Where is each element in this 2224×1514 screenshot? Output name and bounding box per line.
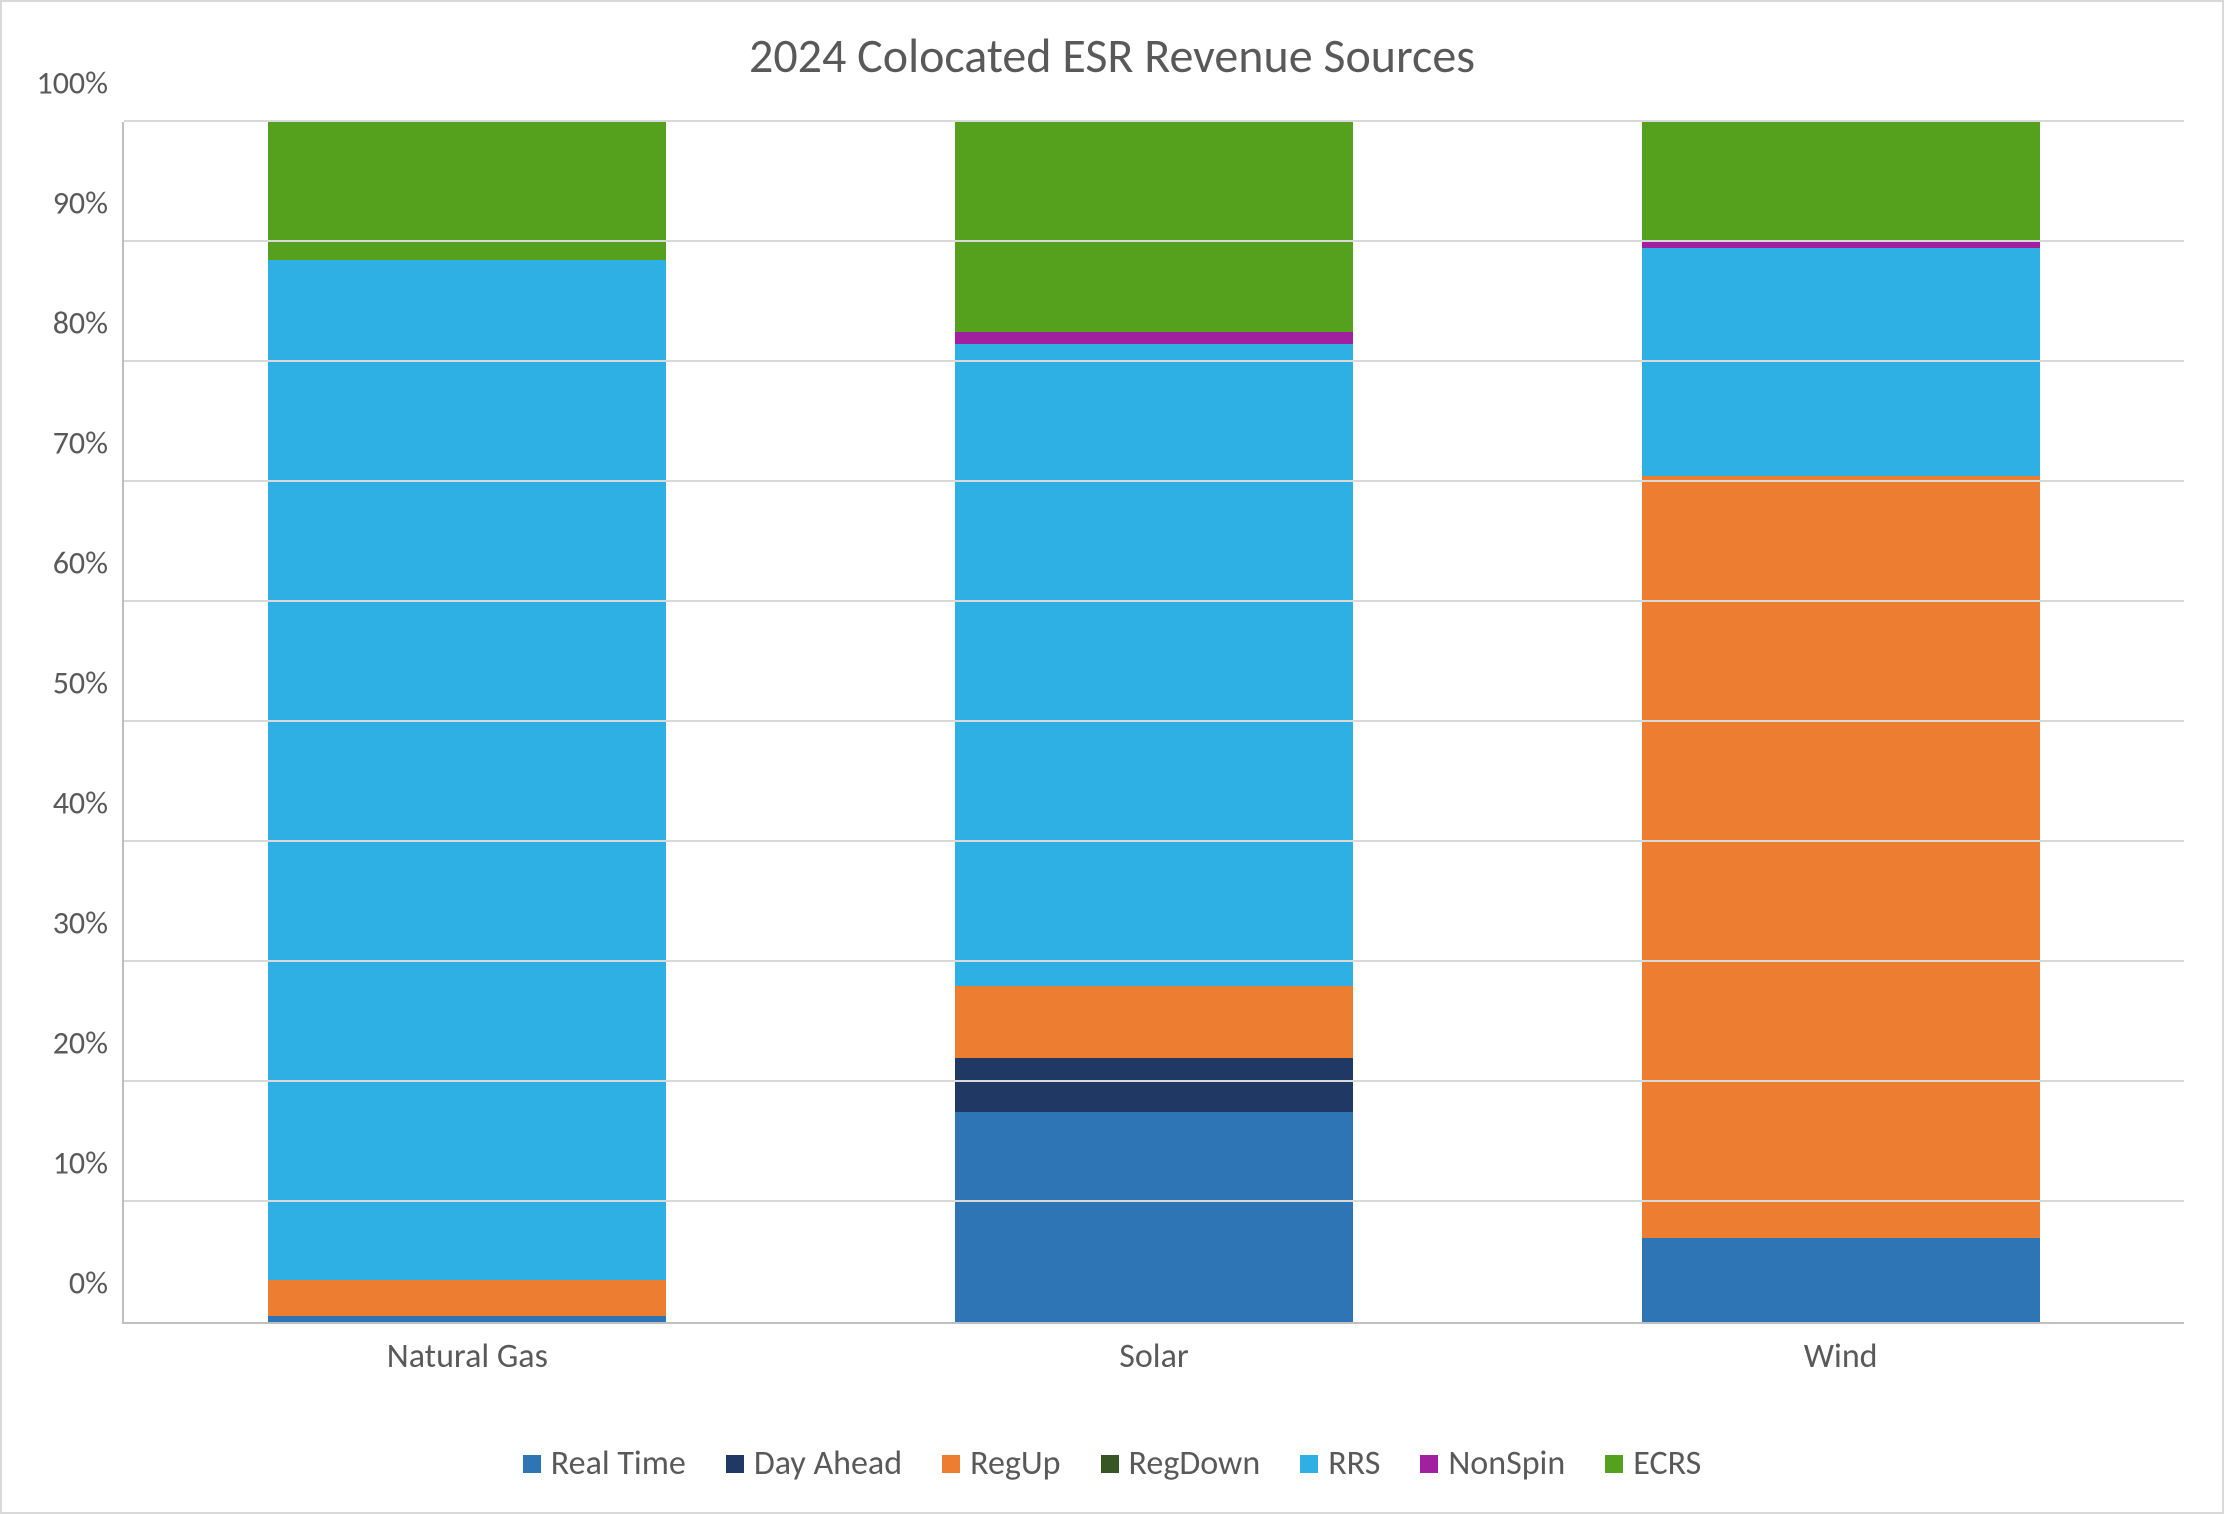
legend-item-ecrs: ECRS <box>1605 1443 1701 1484</box>
plot-area: 0%10%20%30%40%50%60%70%80%90%100%Natural… <box>122 122 2184 1324</box>
y-tick-label: 70% <box>53 424 124 463</box>
legend-item-reg_down: RegDown <box>1101 1443 1261 1484</box>
bar-segment-rrs <box>268 260 666 1280</box>
bar-segment-real_time <box>955 1112 1353 1322</box>
gridline <box>124 720 2184 722</box>
y-tick-label: 10% <box>53 1144 124 1183</box>
legend-label: RegDown <box>1129 1443 1261 1484</box>
y-tick-label: 50% <box>53 664 124 703</box>
legend-swatch <box>1300 1455 1318 1473</box>
gridline <box>124 1200 2184 1202</box>
gridline <box>124 600 2184 602</box>
legend-swatch <box>523 1455 541 1473</box>
gridline <box>124 480 2184 482</box>
gridline <box>124 960 2184 962</box>
y-tick-label: 80% <box>53 304 124 343</box>
bar-segment-reg_up <box>1642 476 2040 1238</box>
y-tick-label: 0% <box>69 1264 124 1303</box>
bar-segment-day_ahead <box>955 1058 1353 1112</box>
bar-group <box>1642 122 2040 1322</box>
legend-item-reg_up: RegUp <box>942 1443 1060 1484</box>
x-tick-label: Wind <box>1804 1322 1878 1377</box>
legend-swatch <box>942 1455 960 1473</box>
legend-label: NonSpin <box>1448 1443 1565 1484</box>
legend-swatch <box>1101 1455 1119 1473</box>
y-tick-label: 30% <box>53 904 124 943</box>
x-tick-label: Natural Gas <box>387 1322 548 1377</box>
legend-swatch <box>1420 1455 1438 1473</box>
legend-item-non_spin: NonSpin <box>1420 1443 1565 1484</box>
bar-segment-ecrs <box>955 122 1353 332</box>
legend-label: Day Ahead <box>754 1443 902 1484</box>
y-tick-label: 60% <box>53 544 124 583</box>
bar-segment-non_spin <box>955 332 1353 344</box>
legend-item-rrs: RRS <box>1300 1443 1380 1484</box>
legend: Real Time Day Ahead RegUp RegDown RRS NonSpin… <box>2 1443 2222 1484</box>
legend-swatch <box>1605 1455 1623 1473</box>
legend-item-day_ahead: Day Ahead <box>726 1443 902 1484</box>
legend-label: Real Time <box>551 1443 686 1484</box>
bar-segment-rrs <box>1642 248 2040 476</box>
y-tick-label: 100% <box>36 64 124 103</box>
gridline <box>124 360 2184 362</box>
legend-label: RRS <box>1328 1443 1380 1484</box>
bars-container <box>124 122 2184 1322</box>
bar-segment-reg_up <box>268 1280 666 1316</box>
gridline <box>124 120 2184 122</box>
legend-item-real_time: Real Time <box>523 1443 686 1484</box>
bar-group <box>955 122 1353 1322</box>
chart-title: 2024 Colocated ESR Revenue Sources <box>2 26 2222 85</box>
gridline <box>124 240 2184 242</box>
bar-segment-reg_up <box>955 986 1353 1058</box>
legend-label: ECRS <box>1633 1443 1701 1484</box>
bar-group <box>268 122 666 1322</box>
legend-label: RegUp <box>970 1443 1060 1484</box>
gridline <box>124 840 2184 842</box>
bar-segment-rrs <box>955 344 1353 986</box>
y-tick-label: 40% <box>53 784 124 823</box>
bar-segment-real_time <box>1642 1238 2040 1322</box>
gridline <box>124 1080 2184 1082</box>
y-tick-label: 90% <box>53 184 124 223</box>
y-tick-label: 20% <box>53 1024 124 1063</box>
bar-segment-ecrs <box>1642 122 2040 242</box>
chart-container: 2024 Colocated ESR Revenue Sources 0%10%… <box>0 0 2224 1514</box>
x-tick-label: Solar <box>1119 1322 1189 1377</box>
legend-swatch <box>726 1455 744 1473</box>
